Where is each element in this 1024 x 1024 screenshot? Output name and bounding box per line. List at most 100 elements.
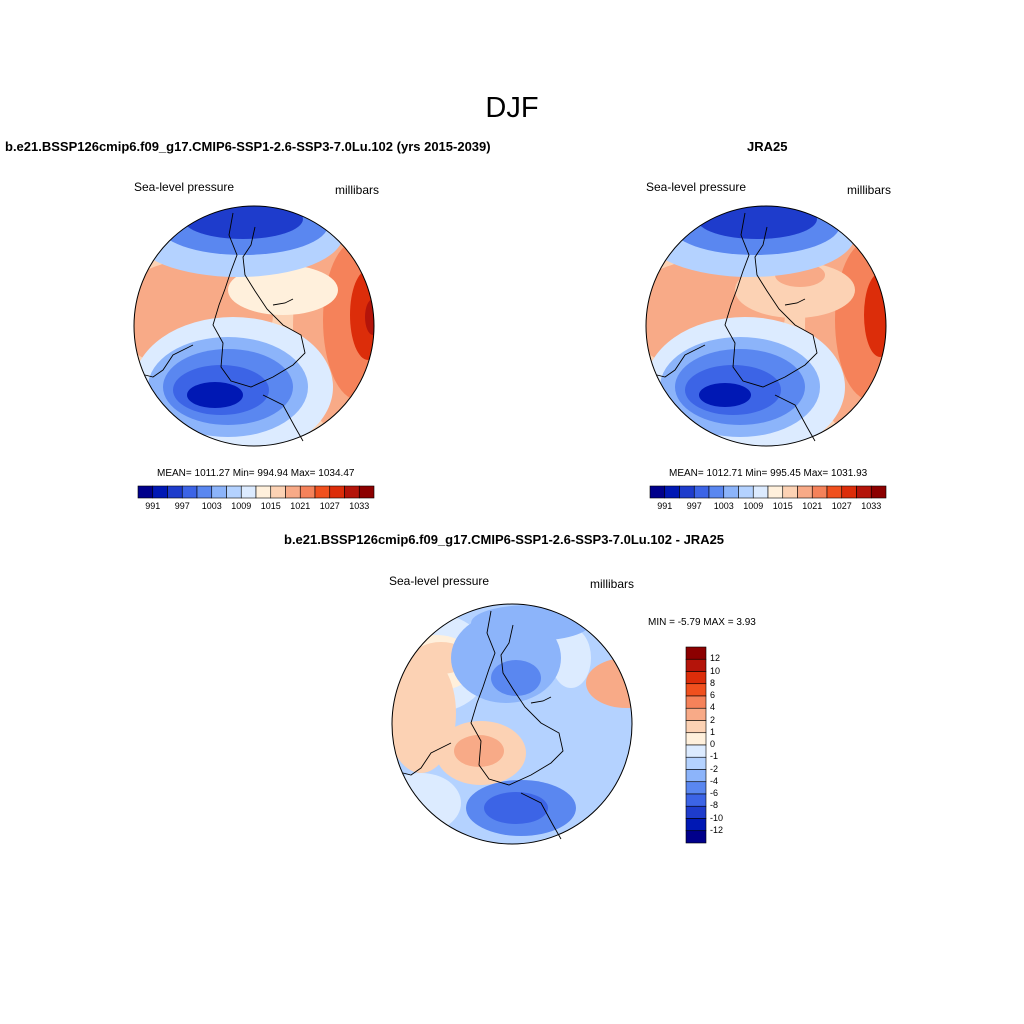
obs-colorbar-tick-label: 991 (657, 501, 673, 511)
model-stats: MEAN= 1011.27 Min= 994.94 Max= 1034.47 (157, 468, 355, 479)
model-colorbar-swatch (270, 485, 286, 499)
model-variable-label: Sea-level pressure (134, 180, 235, 194)
model-colorbar-swatch (137, 485, 154, 499)
obs-colorbar-tick-label: 1003 (713, 501, 734, 511)
obs-polar-map (645, 205, 887, 447)
diff-colorbar (685, 646, 707, 844)
model-colorbar-tick-label: 1015 (260, 501, 281, 511)
obs-colorbar-swatch (811, 485, 828, 499)
obs-units-label: millibars (847, 183, 892, 197)
model-colorbar-tick-label: 991 (145, 501, 161, 511)
model-colorbar-tick-label: 1027 (319, 501, 340, 511)
diff-colorbar-tick-label: -4 (710, 775, 719, 786)
diff-colorbar-swatch (685, 707, 707, 721)
obs-colorbar-swatch (797, 485, 813, 499)
diff-colorbar-swatch (685, 646, 707, 660)
diff-colorbar-tick-label: 8 (710, 677, 716, 688)
model-colorbar-tick-label: 1021 (290, 501, 311, 511)
obs-colorbar-tick-label: 1009 (743, 501, 764, 511)
model-colorbar-tick-label: 1009 (231, 501, 252, 511)
diff-colorbar-tick-label: 1 (710, 726, 716, 737)
model-colorbar-swatch (196, 485, 213, 499)
obs-colorbar-swatch (870, 485, 887, 499)
diff-colorbar-tick-label: 6 (710, 690, 716, 700)
model-colorbar-swatch (167, 485, 183, 499)
diff-variable-label: Sea-level pressure (389, 574, 490, 588)
obs-colorbar-swatch (782, 485, 798, 499)
diff-colorbar-ticks: 12 10 8 6 4 2 1 0 -1 -2 -4 -6 -8 -10 -12 (710, 647, 740, 843)
diff-colorbar-tick-label: 12 (710, 653, 721, 664)
diff-units-label: millibars (590, 577, 635, 591)
obs-colorbar-tick-label: 997 (686, 501, 702, 511)
obs-colorbar-swatch (856, 485, 872, 499)
model-colorbar (137, 485, 375, 499)
diff-colorbar-swatch (685, 720, 707, 734)
diff-colorbar-swatch (685, 818, 707, 832)
diff-colorbar-tick-label: -12 (710, 824, 724, 835)
obs-panel-title: JRA25 (747, 139, 788, 154)
model-panel-title: b.e21.BSSP126cmip6.f09_g17.CMIP6-SSP1-2.… (5, 139, 491, 154)
diff-colorbar-tick-label: 0 (710, 739, 716, 749)
obs-colorbar-swatch (664, 485, 680, 499)
obs-colorbar-ticks: 991 997 1003 1009 1015 1021 1027 1033 (650, 501, 886, 513)
diff-colorbar-swatch (685, 781, 707, 795)
obs-colorbar-swatch (693, 485, 710, 499)
obs-colorbar-tick-label: 1021 (802, 501, 823, 511)
model-polar-map (133, 205, 375, 447)
model-colorbar-swatch (152, 485, 168, 499)
obs-colorbar-swatch (841, 485, 857, 499)
obs-colorbar-swatch (738, 485, 754, 499)
obs-colorbar-swatch (708, 485, 725, 499)
obs-colorbar-tick-label: 1027 (831, 501, 852, 511)
model-colorbar-tick-label: 1033 (349, 501, 370, 511)
diff-colorbar-tick-label: -6 (710, 788, 719, 798)
diff-colorbar-tick-label: 4 (710, 702, 716, 713)
obs-colorbar-swatch (826, 485, 843, 499)
diff-colorbar-swatch (685, 793, 707, 807)
model-colorbar-swatch (329, 485, 345, 499)
diff-colorbar-tick-label: 10 (710, 665, 721, 676)
diff-colorbar-swatch (685, 769, 707, 783)
model-colorbar-swatch (314, 485, 331, 499)
model-units-label: millibars (335, 183, 380, 197)
obs-colorbar-swatch (752, 485, 769, 499)
model-colorbar-tick-label: 997 (174, 501, 190, 511)
obs-colorbar-swatch (649, 485, 666, 499)
model-colorbar-swatch (226, 485, 242, 499)
main-title: DJF (485, 92, 539, 124)
diff-colorbar-tick-label: -8 (710, 800, 719, 811)
diff-colorbar-swatch (685, 756, 707, 770)
model-colorbar-swatch (285, 485, 301, 499)
diff-colorbar-swatch (685, 695, 707, 709)
diff-colorbar-swatch (685, 732, 707, 746)
diff-colorbar-tick-label: -10 (710, 812, 724, 823)
diff-stats: MIN = -5.79 MAX = 3.93 (648, 617, 756, 628)
model-colorbar-swatch (240, 485, 257, 499)
obs-variable-label: Sea-level pressure (646, 180, 747, 194)
model-colorbar-swatch (181, 485, 198, 499)
model-colorbar-ticks: 991 997 1003 1009 1015 1021 1027 1033 (138, 501, 374, 513)
obs-colorbar-tick-label: 1015 (772, 501, 793, 511)
diff-colorbar-tick-label: 2 (710, 714, 716, 725)
diff-panel-title: b.e21.BSSP126cmip6.f09_g17.CMIP6-SSP1-2.… (284, 532, 725, 547)
diff-polar-map (391, 603, 633, 845)
diff-colorbar-swatch (685, 683, 707, 697)
model-colorbar-swatch (344, 485, 360, 499)
obs-colorbar-swatch (679, 485, 695, 499)
model-colorbar-swatch (358, 485, 375, 499)
model-colorbar-swatch (299, 485, 316, 499)
obs-colorbar-tick-label: 1033 (861, 501, 882, 511)
diff-colorbar-swatch (685, 830, 707, 844)
obs-colorbar-swatch (723, 485, 739, 499)
model-colorbar-swatch (211, 485, 227, 499)
obs-colorbar (649, 485, 887, 499)
diff-colorbar-swatch (685, 744, 707, 758)
model-colorbar-swatch (255, 485, 272, 499)
diff-colorbar-tick-label: -2 (710, 763, 719, 774)
obs-colorbar-swatch (767, 485, 784, 499)
diff-colorbar-tick-label: -1 (710, 751, 719, 762)
diff-colorbar-swatch (685, 658, 707, 672)
model-colorbar-tick-label: 1003 (201, 501, 222, 511)
obs-stats: MEAN= 1012.71 Min= 995.45 Max= 1031.93 (669, 468, 868, 479)
diff-colorbar-swatch (685, 805, 707, 819)
